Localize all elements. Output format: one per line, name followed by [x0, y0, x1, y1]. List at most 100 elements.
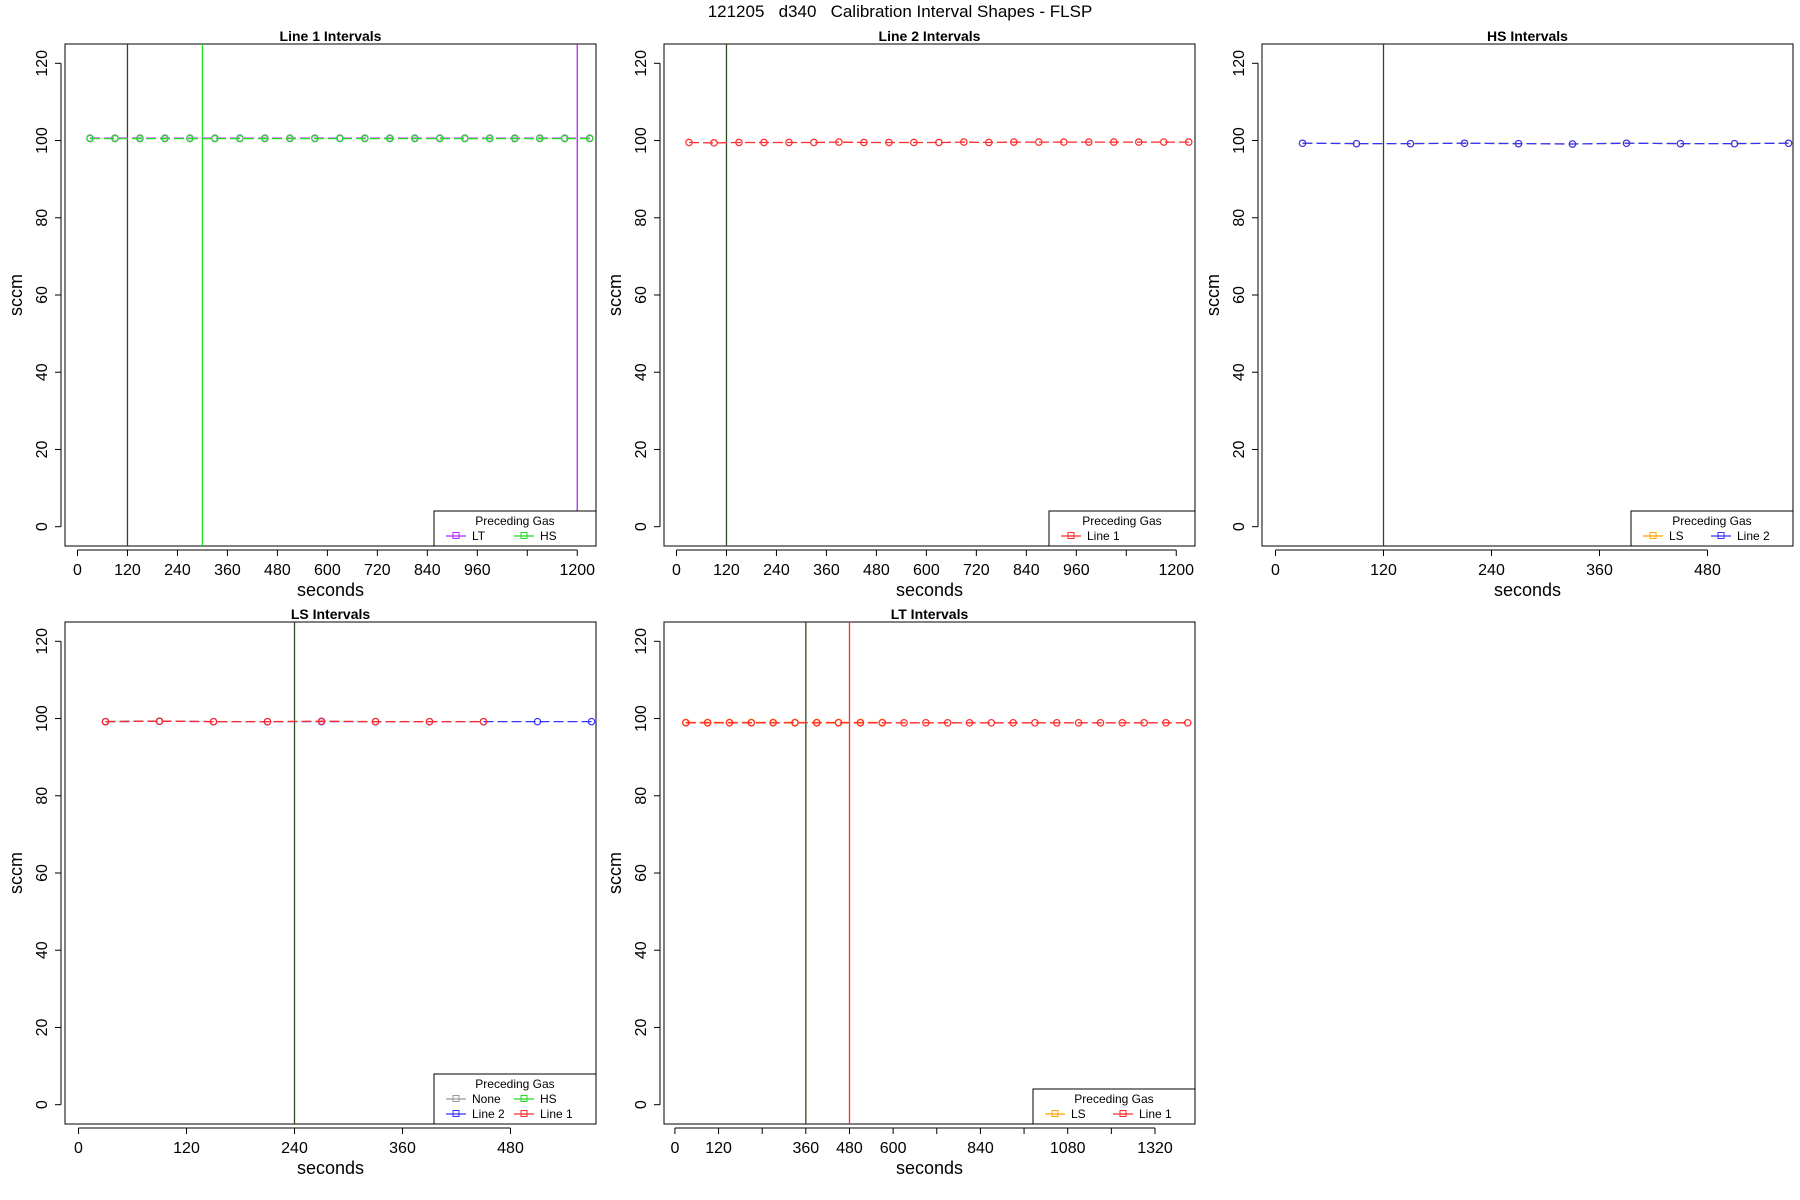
x-axis-title: seconds: [1494, 580, 1561, 600]
y-tick-label: 100: [633, 705, 650, 732]
data-point: [510, 134, 519, 143]
data-point: [261, 134, 269, 143]
legend-marker: [520, 532, 528, 539]
x-tick-label: 960: [1063, 562, 1090, 579]
data-point: [311, 134, 319, 143]
x-tick-label: 360: [1586, 562, 1613, 579]
data-point: [111, 134, 119, 143]
y-tick-label: 60: [633, 864, 650, 882]
y-tick-label: 20: [1231, 440, 1248, 458]
y-tick-label: 60: [1231, 286, 1248, 304]
x-tick-label: 0: [74, 1140, 83, 1157]
data-point: [1159, 138, 1168, 146]
data-point: [812, 718, 821, 727]
data-point: [1676, 139, 1685, 148]
legend-marker: [520, 1110, 528, 1117]
x-tick-label: 0: [670, 1140, 679, 1157]
panel-title: LS Intervals: [291, 606, 371, 622]
y-tick-label: 0: [34, 522, 51, 531]
data-point: [710, 139, 718, 147]
data-point: [211, 134, 219, 143]
data-point: [587, 717, 596, 726]
legend-title: Preceding Gas: [475, 514, 554, 528]
legend-label: Line 2: [472, 1107, 505, 1121]
x-tick-label: 1200: [1158, 562, 1194, 579]
y-tick-label: 0: [633, 522, 650, 531]
y-tick-label: 0: [1231, 522, 1248, 531]
x-tick-label: 360: [214, 562, 241, 579]
legend-box: [1032, 1088, 1196, 1125]
data-point: [1183, 718, 1192, 727]
y-tick-label: 40: [34, 363, 51, 381]
legend-marker: [520, 1095, 528, 1102]
data-point: [286, 134, 294, 143]
data-point: [1298, 139, 1307, 148]
data-point: [1052, 718, 1061, 727]
legend-marker: [1649, 532, 1657, 539]
data-point: [1406, 139, 1415, 148]
x-tick-label: 240: [763, 562, 790, 579]
data-point: [834, 718, 843, 727]
y-tick-label: 100: [34, 127, 51, 154]
data-point: [411, 134, 419, 143]
y-tick-label: 40: [633, 363, 650, 381]
data-point: [1162, 718, 1170, 727]
data-point: [386, 134, 394, 143]
data-point: [317, 717, 326, 726]
y-tick-label: 80: [34, 787, 51, 805]
series-line: [688, 141, 1189, 144]
data-point: [1730, 139, 1739, 148]
legend-label: HS: [540, 529, 557, 543]
data-point: [725, 718, 734, 727]
data-point: [535, 134, 544, 143]
legend-label: LS: [1669, 529, 1684, 543]
y-tick-label: 100: [34, 705, 51, 732]
data-point: [361, 134, 369, 143]
y-tick-label: 80: [1231, 209, 1248, 227]
x-tick-label: 120: [1370, 562, 1397, 579]
data-point: [560, 134, 569, 143]
data-point: [1514, 139, 1523, 148]
data-point: [1460, 139, 1469, 148]
data-point: [461, 134, 469, 143]
x-tick-label: 720: [364, 562, 391, 579]
x-tick-label: 1080: [1050, 1140, 1086, 1157]
legend-marker: [1717, 532, 1725, 539]
data-point: [1109, 138, 1118, 146]
legend-label: LS: [1071, 1107, 1086, 1121]
legend-box: [1048, 510, 1196, 547]
x-tick-label: 240: [281, 1140, 308, 1157]
data-point: [1134, 138, 1143, 146]
figure-title: 121205 d340 Calibration Interval Shapes …: [707, 2, 1093, 21]
y-tick-label: 0: [34, 1100, 51, 1109]
y-tick-label: 120: [633, 50, 650, 77]
data-point: [436, 134, 444, 143]
data-point: [155, 717, 164, 726]
y-tick-label: 120: [34, 628, 51, 655]
x-tick-label: 480: [497, 1140, 524, 1157]
y-tick-label: 40: [34, 941, 51, 959]
data-point: [1352, 139, 1361, 148]
legend-marker: [1051, 1110, 1059, 1117]
plot-frame: [64, 43, 597, 547]
y-axis-title: sccm: [605, 852, 625, 894]
y-axis-title: sccm: [6, 274, 26, 316]
data-point: [585, 134, 594, 143]
x-tick-label: 600: [880, 1140, 907, 1157]
data-point: [1060, 138, 1068, 146]
data-point: [1010, 138, 1018, 146]
series-line: [1302, 142, 1789, 145]
y-tick-label: 120: [633, 628, 650, 655]
data-point: [425, 717, 434, 726]
data-point: [1118, 718, 1127, 727]
data-point: [479, 717, 488, 726]
legend-label: None: [472, 1092, 501, 1106]
data-point: [1184, 138, 1193, 146]
y-tick-label: 60: [34, 286, 51, 304]
data-point: [835, 138, 843, 146]
x-tick-label: 120: [705, 1140, 732, 1157]
